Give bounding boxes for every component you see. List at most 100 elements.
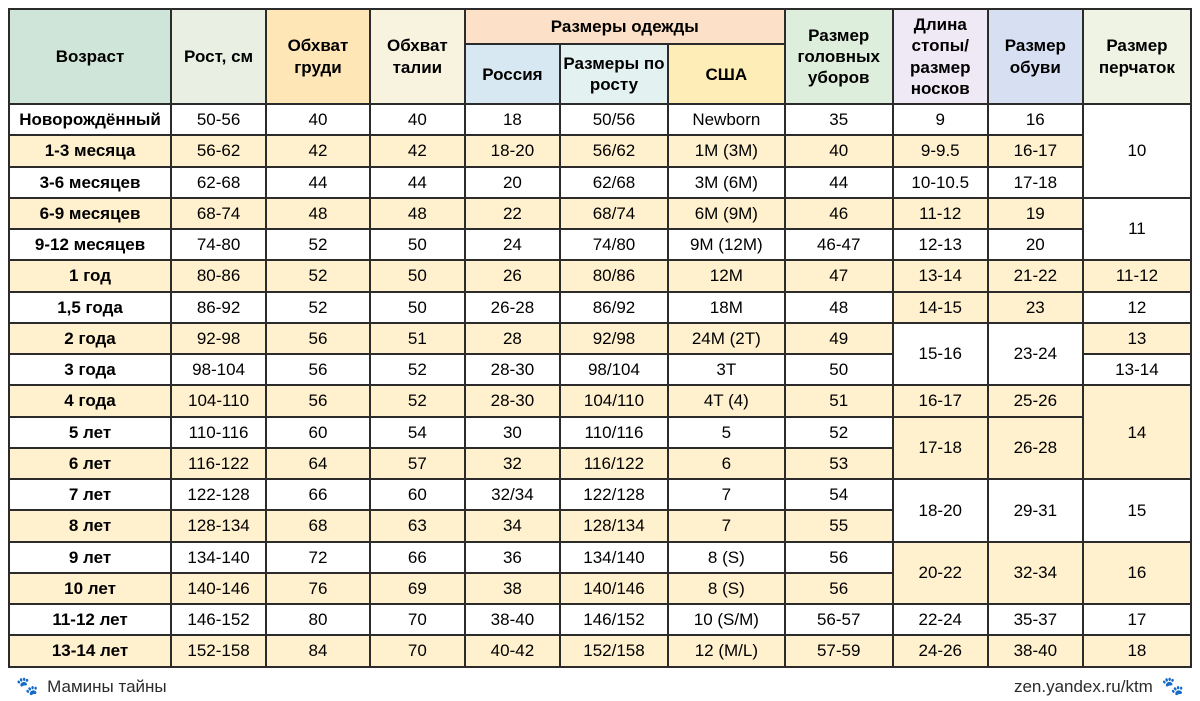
cell: 44 <box>266 167 370 198</box>
cell-age: 9 лет <box>9 542 171 573</box>
cell: 52 <box>785 417 893 448</box>
cell: 86-92 <box>171 292 266 323</box>
cell: 54 <box>785 479 893 510</box>
table-row: 9 лет 134-140 72 66 36 134/140 8 (S) 56 … <box>9 542 1191 573</box>
cell: 13-14 <box>1083 354 1191 385</box>
cell: 50 <box>370 260 465 291</box>
col-age: Возраст <box>9 9 171 104</box>
cell-glove-merged: 15 <box>1083 479 1191 542</box>
cell: 19 <box>988 198 1083 229</box>
cell: 104/110 <box>560 385 668 416</box>
cell: 116/122 <box>560 448 668 479</box>
cell: Newborn <box>668 104 785 135</box>
cell: 13 <box>1083 323 1191 354</box>
cell-foot-merged: 17-18 <box>893 417 988 480</box>
colgroup-clothes: Размеры одежды <box>465 9 785 44</box>
cell: 18-20 <box>465 135 560 166</box>
table-row: 6-9 месяцев 68-74 48 48 22 68/74 6M (9M)… <box>9 198 1191 229</box>
cell: 5 <box>668 417 785 448</box>
cell: 80/86 <box>560 260 668 291</box>
cell: 32/34 <box>465 479 560 510</box>
cell-shoe-merged: 29-31 <box>988 479 1083 542</box>
cell: 122/128 <box>560 479 668 510</box>
cell: 28-30 <box>465 354 560 385</box>
paw-icon: 🐾 <box>1158 676 1188 696</box>
table-row: 9-12 месяцев 74-80 52 50 24 74/80 9M (12… <box>9 229 1191 260</box>
cell-age: 1 год <box>9 260 171 291</box>
table-row: 5 лет 110-116 60 54 30 110/116 5 52 17-1… <box>9 417 1191 448</box>
cell: 146/152 <box>560 604 668 635</box>
cell: 18 <box>465 104 560 135</box>
cell: 56 <box>266 385 370 416</box>
cell: 12M <box>668 260 785 291</box>
cell: 42 <box>266 135 370 166</box>
col-shoe: Размер обуви <box>988 9 1083 104</box>
cell: 56 <box>266 354 370 385</box>
cell: 40-42 <box>465 635 560 666</box>
cell-age: 6-9 месяцев <box>9 198 171 229</box>
cell-foot-merged: 20-22 <box>893 542 988 605</box>
cell-age: 3 года <box>9 354 171 385</box>
cell-glove-merged: 16 <box>1083 542 1191 605</box>
cell-age: 7 лет <box>9 479 171 510</box>
cell: 38 <box>465 573 560 604</box>
footer-left: 🐾 Мамины тайны <box>12 676 167 697</box>
cell: 11-12 <box>1083 260 1191 291</box>
cell-age: 3-6 месяцев <box>9 167 171 198</box>
cell: 140-146 <box>171 573 266 604</box>
cell: 50-56 <box>171 104 266 135</box>
cell: 48 <box>370 198 465 229</box>
cell: 42 <box>370 135 465 166</box>
cell: 9-9.5 <box>893 135 988 166</box>
cell-shoe-merged: 23-24 <box>988 323 1083 386</box>
col-foot: Длина стопы/ размер носков <box>893 9 988 104</box>
brand-text: Мамины тайны <box>47 677 166 696</box>
cell-foot-merged: 18-20 <box>893 479 988 542</box>
cell: 60 <box>266 417 370 448</box>
col-by-height: Размеры по росту <box>560 44 668 104</box>
cell: 3T <box>668 354 785 385</box>
table-row: 4 года 104-110 56 52 28-30 104/110 4T (4… <box>9 385 1191 416</box>
cell: 38-40 <box>465 604 560 635</box>
col-chest: Обхват груди <box>266 9 370 104</box>
size-chart-table: Возраст Рост, см Обхват груди Обхват тал… <box>8 8 1192 668</box>
cell: 16-17 <box>893 385 988 416</box>
cell: 50 <box>785 354 893 385</box>
cell-foot-merged: 15-16 <box>893 323 988 386</box>
cell: 98/104 <box>560 354 668 385</box>
cell: 122-128 <box>171 479 266 510</box>
cell: 40 <box>785 135 893 166</box>
cell-age: 5 лет <box>9 417 171 448</box>
table-row: 3-6 месяцев 62-68 44 44 20 62/68 3M (6M)… <box>9 167 1191 198</box>
cell: 52 <box>266 229 370 260</box>
col-glove: Размер перчаток <box>1083 9 1191 104</box>
cell: 20 <box>988 229 1083 260</box>
cell: 24-26 <box>893 635 988 666</box>
cell-age: 2 года <box>9 323 171 354</box>
cell: 22 <box>465 198 560 229</box>
cell: 56-62 <box>171 135 266 166</box>
cell: 14-15 <box>893 292 988 323</box>
col-height: Рост, см <box>171 9 266 104</box>
cell: 152-158 <box>171 635 266 666</box>
cell-age: 8 лет <box>9 510 171 541</box>
cell: 72 <box>266 542 370 573</box>
cell: 70 <box>370 604 465 635</box>
cell: 44 <box>785 167 893 198</box>
cell: 44 <box>370 167 465 198</box>
cell: 38-40 <box>988 635 1083 666</box>
cell: 56/62 <box>560 135 668 166</box>
cell: 128/134 <box>560 510 668 541</box>
cell: 104-110 <box>171 385 266 416</box>
cell: 17-18 <box>988 167 1083 198</box>
cell: 46 <box>785 198 893 229</box>
cell: 56 <box>785 573 893 604</box>
cell: 25-26 <box>988 385 1083 416</box>
cell: 47 <box>785 260 893 291</box>
cell: 66 <box>370 542 465 573</box>
cell: 26 <box>465 260 560 291</box>
cell: 50/56 <box>560 104 668 135</box>
cell: 57-59 <box>785 635 893 666</box>
cell: 152/158 <box>560 635 668 666</box>
cell: 128-134 <box>171 510 266 541</box>
